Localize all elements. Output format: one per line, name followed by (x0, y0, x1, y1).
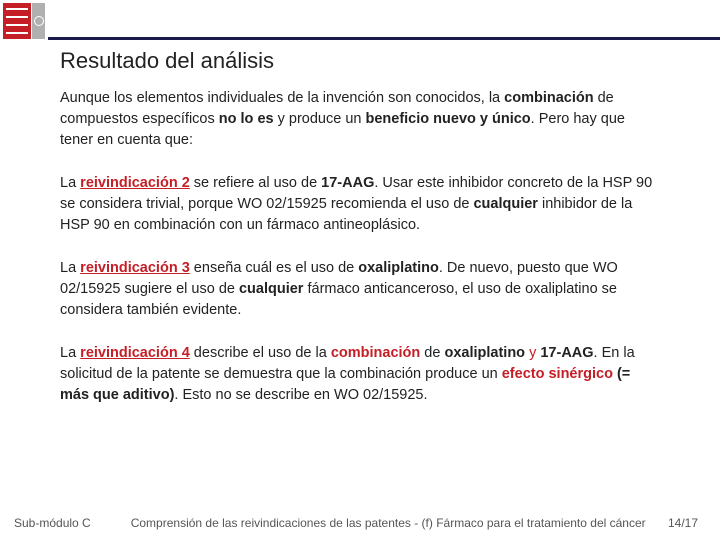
paragraph-intro: Aunque los elementos individuales de la … (60, 88, 660, 151)
text-bold: cualquier (239, 281, 303, 297)
compound: oxaliplatino (444, 345, 525, 361)
footer-module: Sub-módulo C (14, 516, 91, 530)
compound: 17-AAG (321, 175, 374, 191)
paragraph-claim2: La reivindicación 2 se refiere al uso de… (60, 173, 660, 236)
header-rule (48, 0, 720, 40)
epo-logo (0, 0, 48, 42)
paragraph-claim4: La reivindicación 4 describe el uso de l… (60, 343, 660, 406)
slide-content: Resultado del análisis Aunque los elemen… (0, 42, 720, 406)
text: La (60, 175, 80, 191)
claim-ref: reivindicación 3 (80, 260, 190, 276)
text-red: combinación (331, 345, 420, 361)
footer-title: Comprensión de las reivindicaciones de l… (131, 516, 668, 530)
text: describe el uso de la (190, 345, 331, 361)
logo-red-block (3, 3, 31, 39)
logo-gray-block (32, 3, 45, 39)
claim-ref: reivindicación 2 (80, 175, 190, 191)
text: Aunque los elementos individuales de la … (60, 90, 504, 106)
page-number: 14/17 (668, 516, 698, 530)
paragraph-claim3: La reivindicación 3 enseña cuál es el us… (60, 258, 660, 321)
text: se refiere al uso de (190, 175, 321, 191)
text: y produce un (274, 111, 366, 127)
text-red: efecto sinérgico (502, 366, 613, 382)
text-bold: no lo es (219, 111, 274, 127)
text-red: y (525, 345, 540, 361)
text: . Esto no se describe en WO 02/15925. (174, 387, 427, 403)
text: La (60, 260, 80, 276)
claim-ref: reivindicación 4 (80, 345, 190, 361)
text-bold: beneficio nuevo y único (365, 111, 530, 127)
slide-header (0, 0, 720, 42)
text: de (420, 345, 444, 361)
text-bold: combinación (504, 90, 593, 106)
slide-footer: Sub-módulo C Comprensión de las reivindi… (0, 516, 720, 530)
compound: 17-AAG (540, 345, 593, 361)
compound: oxaliplatino (358, 260, 439, 276)
text: La (60, 345, 80, 361)
text: enseña cuál es el uso de (190, 260, 358, 276)
slide-title: Resultado del análisis (60, 48, 660, 74)
text-bold: cualquier (473, 196, 537, 212)
